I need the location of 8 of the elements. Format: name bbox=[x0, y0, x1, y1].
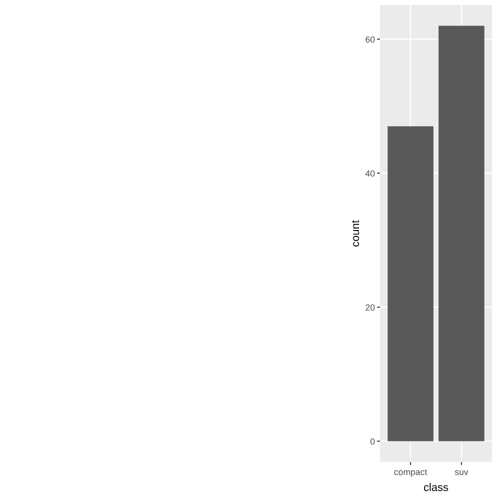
y-tick-label: 0 bbox=[370, 436, 376, 446]
y-axis-title: count bbox=[350, 220, 362, 247]
y-tick-label: 60 bbox=[365, 34, 376, 44]
x-axis-title: class bbox=[423, 482, 450, 494]
y-tick-label: 40 bbox=[365, 168, 376, 178]
x-tick-label: suv bbox=[454, 467, 469, 477]
y-tick-label: 20 bbox=[365, 302, 376, 312]
x-tick-label: compact bbox=[394, 467, 428, 477]
